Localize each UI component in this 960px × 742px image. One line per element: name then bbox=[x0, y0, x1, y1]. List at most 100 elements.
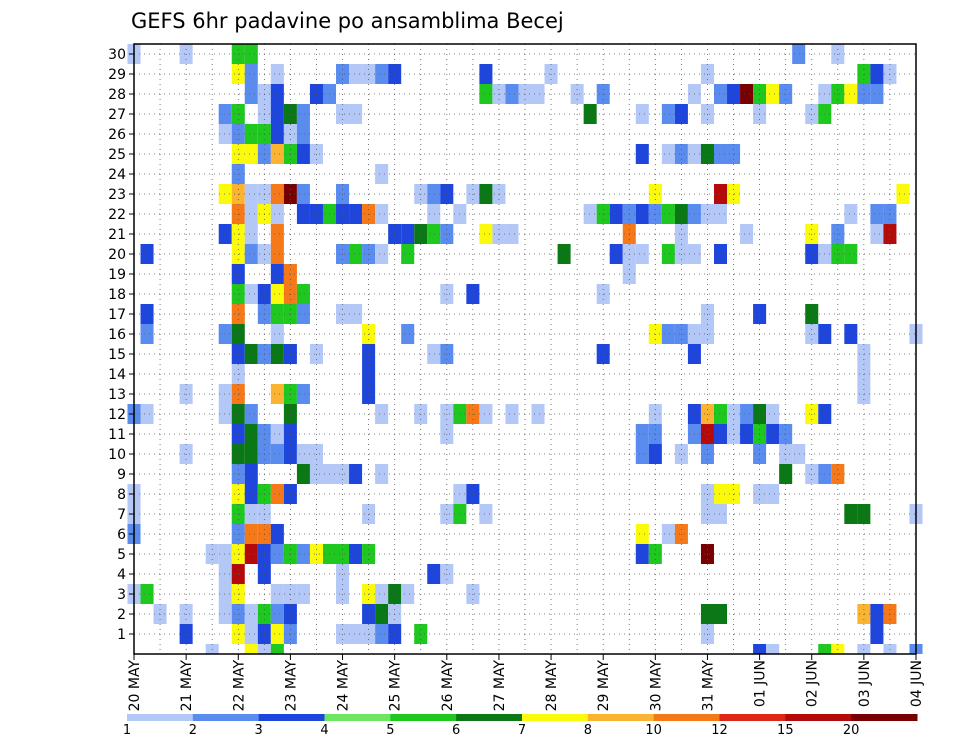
heatmap-cell bbox=[296, 104, 310, 124]
heatmap-cell bbox=[844, 504, 858, 524]
heatmap-cell bbox=[244, 344, 258, 364]
y-tick-label: 5 bbox=[117, 547, 126, 563]
heatmap-cell bbox=[270, 544, 284, 564]
heatmap-cell bbox=[244, 224, 258, 244]
heatmap-cell bbox=[296, 304, 310, 324]
heatmap-cell bbox=[218, 124, 232, 144]
y-tick-label: 3 bbox=[117, 587, 126, 603]
heatmap-cell bbox=[766, 644, 780, 654]
heatmap-cell bbox=[270, 184, 284, 204]
heatmap-cell bbox=[635, 104, 649, 124]
heatmap-cell bbox=[375, 204, 389, 224]
heatmap-cell bbox=[479, 84, 493, 104]
heatmap-cell bbox=[270, 384, 284, 404]
heatmap-cell bbox=[270, 284, 284, 304]
heatmap-cell bbox=[375, 464, 389, 484]
heatmap-cell bbox=[244, 144, 258, 164]
heatmap-cell bbox=[479, 224, 493, 244]
heatmap-cell bbox=[218, 384, 232, 404]
heatmap-cell bbox=[244, 284, 258, 304]
heatmap-cell bbox=[531, 84, 545, 104]
heatmap-cell bbox=[870, 224, 884, 244]
heatmap-cell bbox=[270, 644, 284, 654]
heatmap-cell bbox=[427, 184, 441, 204]
legend-swatch bbox=[653, 714, 720, 721]
legend-label: 8 bbox=[584, 723, 592, 738]
heatmap-cell bbox=[479, 64, 493, 84]
heatmap-cell bbox=[140, 584, 154, 604]
heatmap-cell bbox=[244, 464, 258, 484]
x-tick-label: 24 MAY bbox=[336, 660, 352, 712]
y-tick-label: 25 bbox=[108, 147, 126, 163]
heatmap-cell bbox=[270, 144, 284, 164]
y-tick-label: 22 bbox=[108, 207, 126, 223]
heatmap-cell bbox=[635, 144, 649, 164]
heatmap-cells bbox=[127, 44, 923, 654]
y-tick-label: 27 bbox=[108, 107, 126, 123]
y-tick-label: 15 bbox=[108, 347, 126, 363]
heatmap-cell bbox=[713, 404, 728, 424]
heatmap-cell bbox=[270, 104, 284, 124]
chart-title: GEFS 6hr padavine po ansamblima Becej bbox=[131, 9, 564, 33]
heatmap-cell bbox=[244, 644, 258, 654]
y-tick-label: 30 bbox=[108, 47, 126, 63]
heatmap-cell bbox=[270, 264, 284, 284]
heatmap-cell bbox=[296, 284, 310, 304]
x-tick-label: 30 MAY bbox=[648, 660, 664, 712]
heatmap-cell bbox=[140, 324, 154, 344]
heatmap-cell bbox=[870, 64, 884, 84]
heatmap-cell bbox=[635, 244, 649, 264]
heatmap-cell bbox=[218, 584, 232, 604]
heatmap-cell bbox=[401, 324, 415, 344]
y-tick-label: 24 bbox=[108, 167, 126, 183]
legend-swatch bbox=[192, 714, 260, 721]
heatmap-cell bbox=[427, 564, 441, 584]
heatmap-cell bbox=[296, 464, 310, 484]
x-tick-label: 27 MAY bbox=[492, 660, 508, 712]
heatmap-cell bbox=[844, 244, 858, 264]
heatmap-cell bbox=[609, 204, 623, 224]
heatmap-cell bbox=[218, 404, 232, 424]
plot-frame bbox=[133, 43, 917, 655]
heatmap-cell bbox=[870, 204, 884, 224]
heatmap-cell bbox=[505, 224, 519, 244]
legend-swatch bbox=[851, 714, 918, 721]
heatmap-cell bbox=[296, 584, 310, 604]
heatmap-cell bbox=[218, 604, 232, 624]
heatmap-cell bbox=[479, 404, 493, 424]
heatmap-cell bbox=[244, 504, 258, 524]
heatmap-cell bbox=[479, 504, 493, 524]
legend-swatch bbox=[127, 714, 194, 721]
heatmap-cell bbox=[740, 424, 754, 444]
y-tick-label: 7 bbox=[117, 507, 126, 523]
legend-label: 5 bbox=[386, 723, 394, 738]
heatmap-cell bbox=[661, 104, 675, 124]
y-tick-label: 10 bbox=[108, 447, 126, 463]
legend-label: 1 bbox=[123, 723, 131, 738]
x-tick-label: 21 MAY bbox=[179, 660, 195, 712]
heatmap-cell bbox=[244, 404, 258, 424]
heatmap-cell bbox=[218, 564, 232, 584]
x-tick-label: 29 MAY bbox=[596, 660, 612, 712]
y-tick-label: 21 bbox=[108, 227, 126, 243]
heatmap-cell bbox=[270, 344, 284, 364]
x-axis-date-labels: 20 MAY 21 MAY 22 MAY 23 MAY 24 MAY 25 MAY 26 M… bbox=[127, 654, 925, 711]
y-tick-label: 2 bbox=[117, 607, 126, 623]
heatmap-cell bbox=[583, 204, 597, 224]
heatmap-cell bbox=[635, 204, 649, 224]
heatmap-cell bbox=[375, 624, 389, 644]
heatmap-cell bbox=[870, 604, 884, 624]
legend-label: 12 bbox=[711, 723, 728, 738]
heatmap-cell bbox=[635, 524, 649, 544]
heatmap-cell bbox=[635, 544, 649, 564]
x-tick-label: 23 MAY bbox=[283, 660, 299, 712]
x-tick-label: 22 MAY bbox=[231, 660, 247, 712]
y-tick-label: 1 bbox=[117, 627, 126, 643]
legend-swatch bbox=[522, 714, 589, 721]
heatmap-cell bbox=[766, 84, 780, 104]
y-tick-label: 14 bbox=[108, 367, 126, 383]
heatmap-cell bbox=[270, 624, 284, 644]
heatmap-cell bbox=[844, 84, 858, 104]
heatmap-cell bbox=[766, 484, 780, 504]
